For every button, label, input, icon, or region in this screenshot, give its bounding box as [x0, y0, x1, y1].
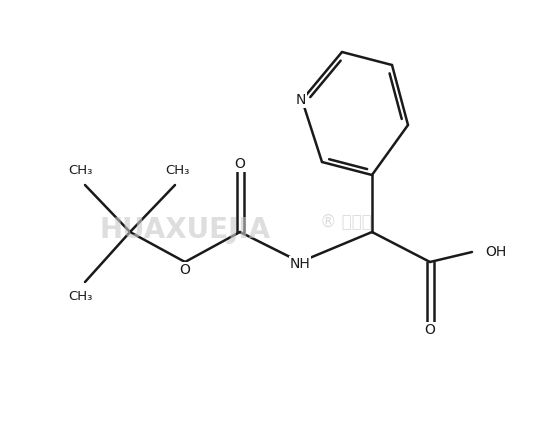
- Text: CH₃: CH₃: [165, 164, 189, 177]
- Text: O: O: [180, 263, 191, 277]
- Text: HUAXUEJIA: HUAXUEJIA: [100, 216, 271, 244]
- Text: CH₃: CH₃: [68, 290, 92, 303]
- Text: N: N: [296, 93, 306, 107]
- Text: ® 化学加: ® 化学加: [320, 213, 372, 231]
- Text: OH: OH: [485, 245, 507, 259]
- Text: CH₃: CH₃: [68, 164, 92, 177]
- Text: O: O: [235, 157, 245, 171]
- Text: O: O: [425, 323, 435, 337]
- Text: NH: NH: [290, 257, 310, 271]
